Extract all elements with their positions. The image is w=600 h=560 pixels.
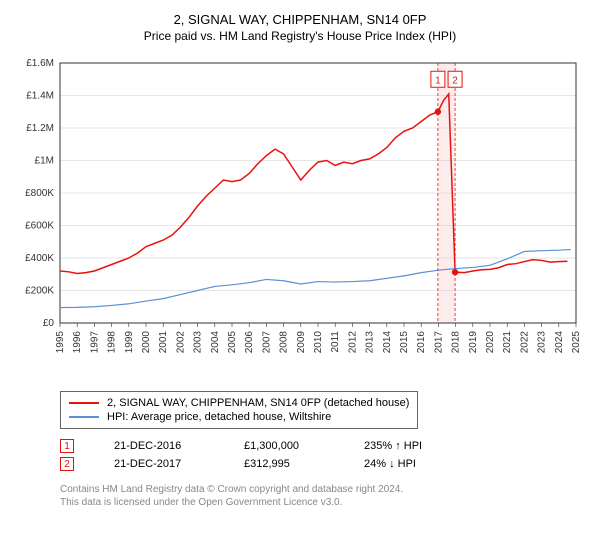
page-subtitle: Price paid vs. HM Land Registry's House … [12,29,588,43]
svg-text:2014: 2014 [382,331,393,354]
svg-text:£0: £0 [43,318,55,329]
svg-text:£1.2M: £1.2M [26,123,54,134]
svg-text:£400K: £400K [25,253,54,264]
svg-text:2005: 2005 [227,331,238,354]
marker-price: £1,300,000 [244,440,324,452]
svg-text:2022: 2022 [519,331,530,354]
svg-text:£600K: £600K [25,221,54,232]
svg-text:2000: 2000 [141,331,152,354]
marker-diff: 24% ↓ HPI [364,458,454,470]
svg-text:2020: 2020 [485,331,496,354]
legend-swatch [69,402,99,404]
footer-attribution: Contains HM Land Registry data © Crown c… [60,483,588,509]
svg-text:£1M: £1M [35,156,54,167]
svg-text:2017: 2017 [433,331,444,354]
legend: 2, SIGNAL WAY, CHIPPENHAM, SN14 0FP (det… [60,391,418,429]
svg-text:2015: 2015 [399,331,410,354]
svg-text:2013: 2013 [365,331,376,354]
chart-container: £0 £200K £400K £600K £800K £1M £1.2M £1.4M £1.6M… [12,53,588,383]
line-chart: £0 £200K £400K £600K £800K £1M £1.2M £1.4M £1.6M… [12,53,588,383]
marker-table: 1 21-DEC-2016 £1,300,000 235% ↑ HPI 2 21-DEC-… [60,437,588,473]
svg-text:1995: 1995 [55,331,66,354]
svg-text:2: 2 [452,75,458,86]
svg-text:2016: 2016 [416,331,427,354]
svg-text:2008: 2008 [279,331,290,354]
svg-text:2010: 2010 [313,331,324,354]
svg-text:2012: 2012 [347,331,358,354]
svg-text:1: 1 [435,75,441,86]
marker-number-box: 1 [60,439,74,453]
footer-line-1: Contains HM Land Registry data © Crown c… [60,483,588,496]
svg-text:2002: 2002 [175,331,186,354]
footer-line-2: This data is licensed under the Open Gov… [60,496,588,509]
svg-text:2018: 2018 [451,331,462,354]
svg-text:1997: 1997 [89,331,100,354]
svg-text:2019: 2019 [468,331,479,354]
svg-text:£1.4M: £1.4M [26,91,54,102]
marker-number-box: 2 [60,457,74,471]
svg-text:2007: 2007 [261,331,272,354]
marker-row: 1 21-DEC-2016 £1,300,000 235% ↑ HPI [60,437,588,455]
legend-item: HPI: Average price, detached house, Wilt… [69,410,409,424]
page-title: 2, SIGNAL WAY, CHIPPENHAM, SN14 0FP [12,12,588,27]
marker-price: £312,995 [244,458,324,470]
legend-swatch [69,416,99,418]
marker-date: 21-DEC-2016 [114,440,204,452]
legend-label: 2, SIGNAL WAY, CHIPPENHAM, SN14 0FP (det… [107,397,409,409]
svg-text:2025: 2025 [571,331,582,354]
svg-text:£200K: £200K [25,286,54,297]
svg-text:1996: 1996 [72,331,83,354]
svg-text:2003: 2003 [193,331,204,354]
marker-diff: 235% ↑ HPI [364,440,454,452]
legend-label: HPI: Average price, detached house, Wilt… [107,411,331,423]
svg-text:2024: 2024 [554,331,565,354]
marker-row: 2 21-DEC-2017 £312,995 24% ↓ HPI [60,455,588,473]
svg-text:1998: 1998 [107,331,118,354]
svg-text:2004: 2004 [210,331,221,354]
svg-text:2011: 2011 [330,331,341,353]
svg-text:2001: 2001 [158,331,169,354]
svg-text:2009: 2009 [296,331,307,354]
svg-text:2023: 2023 [537,331,548,354]
svg-text:1999: 1999 [124,331,135,354]
marker-date: 21-DEC-2017 [114,458,204,470]
svg-text:£1.6M: £1.6M [26,58,54,69]
legend-item: 2, SIGNAL WAY, CHIPPENHAM, SN14 0FP (det… [69,396,409,410]
svg-text:£800K: £800K [25,188,54,199]
svg-text:2021: 2021 [502,331,513,354]
svg-text:2006: 2006 [244,331,255,354]
